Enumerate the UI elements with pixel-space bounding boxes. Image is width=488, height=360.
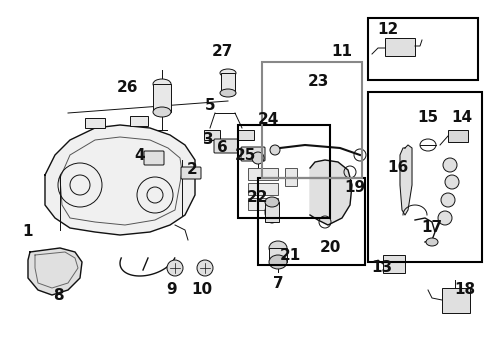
Text: 4: 4 [134, 148, 145, 162]
Ellipse shape [220, 89, 236, 97]
Text: 26: 26 [117, 81, 139, 95]
Circle shape [440, 193, 454, 207]
Text: 19: 19 [344, 180, 365, 195]
Bar [268, 248, 286, 262]
Text: 13: 13 [371, 261, 392, 275]
Text: 1: 1 [23, 225, 33, 239]
FancyBboxPatch shape [143, 151, 163, 165]
Text: 17: 17 [421, 220, 442, 235]
Text: 10: 10 [191, 283, 212, 297]
Text: 22: 22 [247, 190, 268, 206]
Bar [130, 116, 148, 126]
Text: 16: 16 [386, 161, 408, 175]
Text: 11: 11 [331, 45, 352, 59]
Ellipse shape [264, 197, 279, 207]
Circle shape [269, 145, 280, 155]
Text: 20: 20 [319, 240, 340, 256]
Ellipse shape [153, 107, 171, 117]
Text: 8: 8 [53, 288, 63, 302]
FancyBboxPatch shape [181, 167, 201, 179]
Text: 14: 14 [450, 111, 471, 126]
Circle shape [197, 260, 213, 276]
Text: 6: 6 [216, 140, 227, 156]
Bar [258, 178, 364, 265]
Ellipse shape [153, 79, 171, 89]
Bar [285, 168, 296, 186]
Bar [384, 38, 414, 56]
Circle shape [251, 152, 264, 164]
Bar [247, 183, 278, 195]
Ellipse shape [425, 238, 437, 246]
Text: 9: 9 [166, 283, 177, 297]
Text: 5: 5 [204, 98, 215, 112]
Bar [203, 130, 220, 140]
Polygon shape [309, 160, 351, 225]
Ellipse shape [220, 69, 236, 77]
Text: 25: 25 [234, 148, 255, 162]
Bar [247, 168, 278, 180]
Bar [262, 62, 361, 178]
Text: 24: 24 [257, 112, 278, 127]
Circle shape [167, 260, 183, 276]
Bar [441, 288, 469, 313]
Bar [238, 125, 329, 218]
Bar [382, 255, 404, 273]
Ellipse shape [268, 241, 286, 255]
Bar [367, 92, 481, 262]
Bar [447, 130, 467, 142]
Bar [264, 202, 279, 222]
Bar [85, 118, 105, 128]
Bar [221, 73, 235, 93]
Circle shape [437, 211, 451, 225]
Circle shape [442, 158, 456, 172]
Ellipse shape [264, 201, 279, 223]
Text: 12: 12 [377, 22, 398, 37]
Ellipse shape [268, 255, 286, 269]
Text: 18: 18 [453, 283, 475, 297]
Bar [238, 130, 253, 140]
FancyBboxPatch shape [214, 139, 238, 153]
FancyBboxPatch shape [241, 147, 264, 161]
Text: 23: 23 [306, 75, 328, 90]
Text: 15: 15 [417, 111, 438, 126]
Text: 27: 27 [211, 45, 232, 59]
Polygon shape [28, 248, 82, 295]
Text: 7: 7 [272, 275, 283, 291]
Polygon shape [399, 145, 411, 215]
Bar [247, 198, 278, 210]
Text: 2: 2 [186, 162, 197, 177]
Text: 3: 3 [202, 132, 213, 148]
Text: 21: 21 [279, 248, 300, 262]
Polygon shape [45, 125, 195, 235]
Bar [367, 18, 477, 80]
Bar [153, 84, 171, 112]
Circle shape [444, 175, 458, 189]
